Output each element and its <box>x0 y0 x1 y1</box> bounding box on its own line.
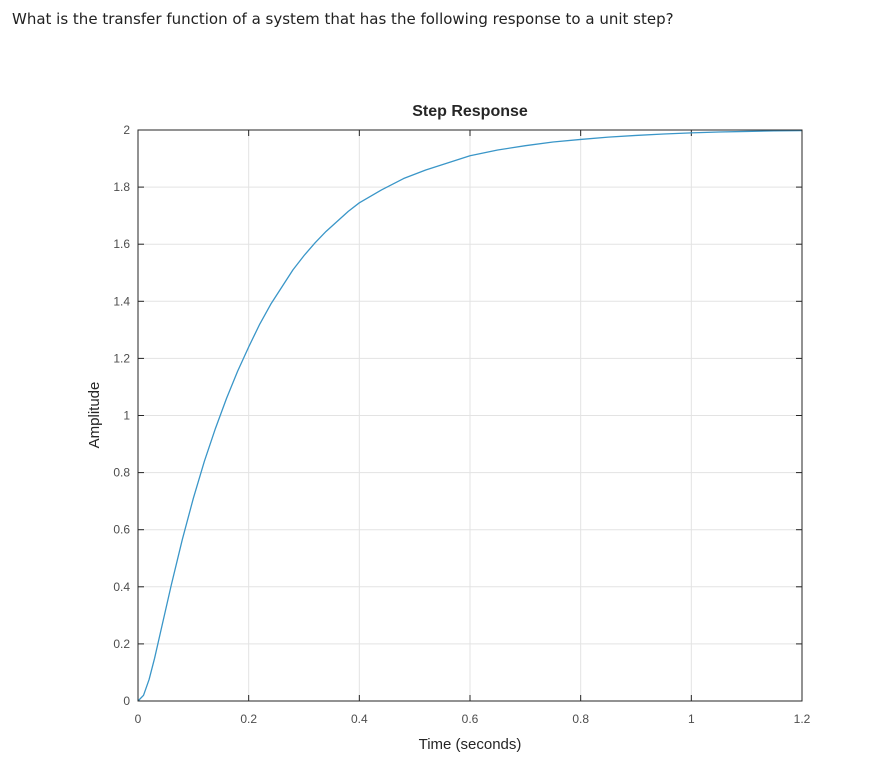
y-tick-label: 0.2 <box>113 637 130 651</box>
x-tick-label: 0 <box>135 712 142 726</box>
y-tick-label: 1.6 <box>113 237 130 251</box>
question-text: What is the transfer function of a syste… <box>12 10 674 28</box>
y-tick-label: 0.8 <box>113 466 130 480</box>
grid <box>137 129 803 702</box>
x-axis-title: Time (seconds) <box>419 736 522 753</box>
tick-labels: 0 0.2 0.4 0.6 0.8 1 1.2 0 0.2 0.4 0.6 0.8 1 1.2 1.4 1.6… <box>113 123 810 726</box>
y-tick-label: 0.6 <box>113 523 130 537</box>
chart-title: Step Response <box>412 103 528 120</box>
plot-area-frame <box>137 129 803 702</box>
axis-ticks <box>137 129 803 702</box>
x-tick-label: 0.8 <box>572 712 589 726</box>
step-response-line <box>137 129 803 702</box>
series-layer <box>137 129 803 702</box>
x-tick-label: 1 <box>688 712 695 726</box>
y-tick-label: 0.4 <box>113 580 130 594</box>
x-tick-label: 1.2 <box>794 712 811 726</box>
x-tick-label: 0.6 <box>462 712 479 726</box>
x-tick-label: 0.2 <box>240 712 257 726</box>
y-tick-label: 1.4 <box>113 294 130 308</box>
y-tick-label: 1.2 <box>113 351 130 365</box>
y-tick-label: 1 <box>123 409 130 423</box>
y-axis-title: Amplitude <box>86 382 103 449</box>
x-tick-label: 0.4 <box>351 712 368 726</box>
y-tick-label: 2 <box>123 123 130 137</box>
y-tick-label: 1.8 <box>113 180 130 194</box>
y-tick-label: 0 <box>123 694 130 708</box>
